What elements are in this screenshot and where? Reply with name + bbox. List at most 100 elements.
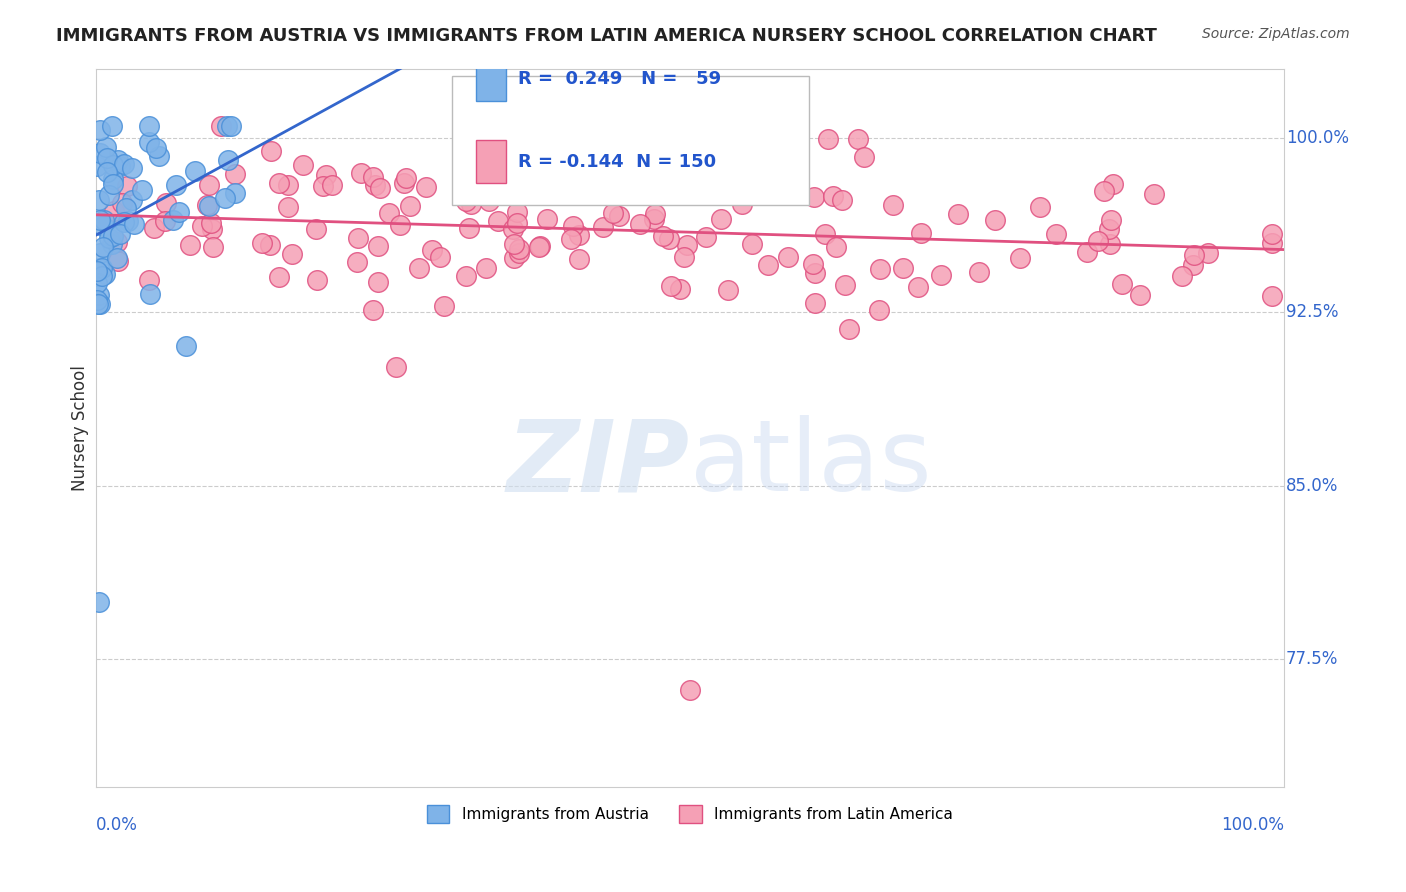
Point bbox=[101, 177, 124, 191]
FancyBboxPatch shape bbox=[453, 76, 808, 205]
Point bbox=[475, 161, 498, 175]
Point bbox=[367, 276, 389, 290]
Point bbox=[121, 161, 143, 176]
Point bbox=[148, 149, 170, 163]
Point bbox=[658, 232, 681, 246]
Point bbox=[145, 141, 167, 155]
Point bbox=[93, 267, 115, 281]
Text: IMMIGRANTS FROM AUSTRIA VS IMMIGRANTS FROM LATIN AMERICA NURSERY SCHOOL CORRELAT: IMMIGRANTS FROM AUSTRIA VS IMMIGRANTS FR… bbox=[56, 27, 1157, 45]
Point bbox=[415, 179, 437, 194]
Point bbox=[673, 250, 696, 264]
Point bbox=[1111, 277, 1133, 292]
Point bbox=[834, 278, 856, 293]
Point bbox=[131, 183, 153, 197]
Point bbox=[817, 132, 839, 146]
Point bbox=[644, 207, 666, 221]
Point bbox=[778, 250, 800, 264]
Point bbox=[1029, 200, 1052, 214]
Point bbox=[628, 217, 651, 231]
Point bbox=[946, 207, 969, 221]
Point bbox=[773, 154, 796, 169]
Point bbox=[215, 120, 238, 134]
Point bbox=[98, 187, 121, 202]
Point bbox=[967, 265, 990, 279]
Point bbox=[907, 280, 929, 294]
Point bbox=[291, 158, 314, 172]
Point bbox=[107, 153, 129, 167]
Point bbox=[929, 268, 952, 282]
Point bbox=[89, 260, 111, 275]
Point bbox=[112, 215, 135, 229]
Point bbox=[108, 227, 131, 241]
Text: atlas: atlas bbox=[690, 415, 932, 512]
Point bbox=[87, 297, 110, 311]
Point bbox=[668, 282, 690, 296]
Point bbox=[637, 125, 659, 139]
Point bbox=[114, 201, 136, 215]
Point bbox=[307, 273, 329, 287]
Point bbox=[868, 303, 890, 318]
Point bbox=[502, 222, 524, 236]
Point bbox=[98, 231, 121, 245]
Point bbox=[602, 205, 624, 219]
Point bbox=[456, 268, 478, 283]
Point bbox=[101, 172, 124, 186]
Point bbox=[217, 153, 239, 167]
Point bbox=[1076, 245, 1098, 260]
Point bbox=[87, 594, 110, 608]
Point bbox=[174, 339, 197, 353]
Point bbox=[224, 186, 246, 200]
Point bbox=[139, 287, 162, 301]
Point bbox=[86, 293, 108, 307]
Point bbox=[347, 231, 370, 245]
Point bbox=[658, 169, 681, 183]
Point bbox=[910, 226, 932, 240]
Point bbox=[370, 181, 392, 195]
Point bbox=[115, 178, 138, 193]
Point bbox=[96, 152, 118, 166]
Point bbox=[1098, 222, 1121, 236]
Text: 100.0%: 100.0% bbox=[1220, 815, 1284, 834]
Point bbox=[741, 236, 763, 251]
Point bbox=[641, 177, 664, 191]
Point bbox=[101, 229, 124, 244]
Point bbox=[508, 246, 530, 260]
Point bbox=[486, 214, 509, 228]
Point bbox=[838, 321, 860, 335]
Point bbox=[259, 238, 281, 252]
Point bbox=[460, 197, 482, 211]
Text: 0.0%: 0.0% bbox=[96, 815, 138, 834]
Point bbox=[153, 214, 176, 228]
Text: ZIP: ZIP bbox=[508, 415, 690, 512]
Point bbox=[198, 178, 221, 192]
Point bbox=[91, 240, 114, 254]
Point bbox=[89, 288, 111, 302]
Point bbox=[198, 199, 221, 213]
Point bbox=[652, 228, 675, 243]
Text: R = -0.144  N = 150: R = -0.144 N = 150 bbox=[517, 153, 716, 171]
Point bbox=[86, 159, 108, 173]
Point bbox=[209, 120, 232, 134]
Point bbox=[142, 220, 165, 235]
Point bbox=[281, 246, 304, 260]
Point bbox=[1261, 227, 1284, 241]
Point bbox=[679, 682, 702, 697]
Point bbox=[517, 178, 540, 193]
Point bbox=[312, 179, 335, 194]
Point bbox=[503, 252, 526, 266]
Point bbox=[89, 213, 111, 227]
Point bbox=[200, 216, 222, 230]
Point bbox=[224, 167, 246, 181]
Point bbox=[984, 212, 1007, 227]
Point bbox=[183, 164, 205, 178]
Point bbox=[305, 221, 328, 235]
Point bbox=[1129, 287, 1152, 301]
Y-axis label: Nursery School: Nursery School bbox=[72, 365, 89, 491]
Point bbox=[89, 123, 111, 137]
Point bbox=[1261, 289, 1284, 303]
Point bbox=[364, 178, 387, 192]
Point bbox=[568, 252, 591, 266]
Point bbox=[117, 213, 139, 227]
Point bbox=[315, 169, 337, 183]
Point bbox=[420, 243, 443, 257]
